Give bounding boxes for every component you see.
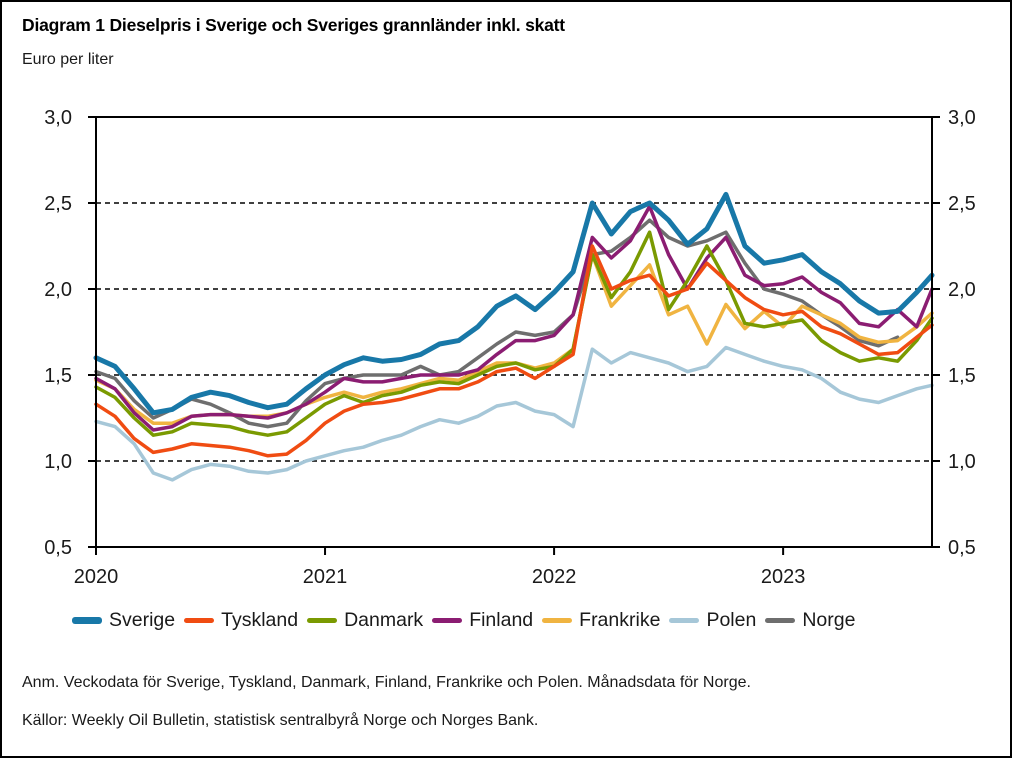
- y-tick-label-right: 3,0: [948, 107, 976, 129]
- diesel-price-chart: 0,5 0,5 1,0 1,0 1,5 1,5 2,0 2,0 2,5 2,5 3,0 3,0 2020…: [44, 107, 976, 588]
- x-tick-label: 2022: [532, 566, 577, 588]
- y-tick-label-right: 0,5: [948, 537, 976, 559]
- legend-swatch-tyskland: [184, 618, 215, 623]
- legend-item-sverige: Sverige: [72, 609, 175, 632]
- y-tick-label-right: 2,0: [948, 279, 976, 301]
- legend-label-frankrike: Frankrike: [579, 609, 661, 631]
- y-tick-label-right: 1,5: [948, 365, 976, 387]
- legend-swatch-danmark: [307, 618, 338, 623]
- legend-swatch-finland: [432, 618, 463, 623]
- x-tick-label: 2021: [303, 566, 348, 588]
- x-tick-label: 2020: [74, 566, 119, 588]
- series-line-tyskland: [94, 244, 934, 458]
- x-tick-label: 2023: [761, 566, 806, 588]
- y-tick-label-right: 1,0: [948, 451, 976, 473]
- legend-item-polen: Polen: [669, 609, 756, 632]
- y-tick-label-left: 2,0: [44, 279, 72, 301]
- legend-label-norge: Norge: [802, 609, 856, 631]
- y-tick-label-left: 1,0: [44, 451, 72, 473]
- series-line-sverige: [93, 191, 935, 416]
- footnote-sources: Källor: Weekly Oil Bulletin, statistisk …: [22, 712, 539, 729]
- y-tick-label-left: 1,5: [44, 365, 72, 387]
- series-line-finland: [94, 204, 934, 432]
- legend-label-polen: Polen: [706, 609, 757, 631]
- page-title: Diagram 1 Dieselpris i Sverige och Sveri…: [22, 15, 565, 35]
- series-line-polen: [94, 345, 934, 482]
- y-tick-label-right: 2,5: [948, 193, 976, 215]
- y-tick-label-left: 2,5: [44, 193, 72, 215]
- legend-item-danmark: Danmark: [307, 609, 423, 632]
- legend-item-tyskland: Tyskland: [184, 609, 298, 632]
- legend-swatch-polen: [669, 618, 700, 623]
- legend-item-finland: Finland: [432, 609, 533, 632]
- legend-swatch-norge: [765, 618, 796, 623]
- legend-item-frankrike: Frankrike: [542, 609, 660, 632]
- y-tick-label-left: 3,0: [44, 107, 72, 129]
- axis-unit-label: Euro per liter: [22, 51, 114, 68]
- legend-swatch-frankrike: [542, 618, 573, 623]
- series-line-danmark: [94, 230, 934, 437]
- footnote-note: Anm. Veckodata för Sverige, Tyskland, Da…: [22, 674, 751, 691]
- legend-item-norge: Norge: [765, 609, 855, 632]
- plot-frame: [95, 116, 933, 548]
- legend: Sverige Tyskland Danmark Finland Frankrike Po…: [72, 609, 952, 632]
- legend-label-danmark: Danmark: [344, 609, 424, 631]
- y-tick-label-left: 0,5: [44, 537, 72, 559]
- legend-label-tyskland: Tyskland: [221, 609, 299, 631]
- legend-label-finland: Finland: [469, 609, 534, 631]
- legend-label-sverige: Sverige: [109, 609, 176, 631]
- legend-swatch-sverige: [72, 617, 102, 624]
- series-line-norge: [94, 218, 900, 429]
